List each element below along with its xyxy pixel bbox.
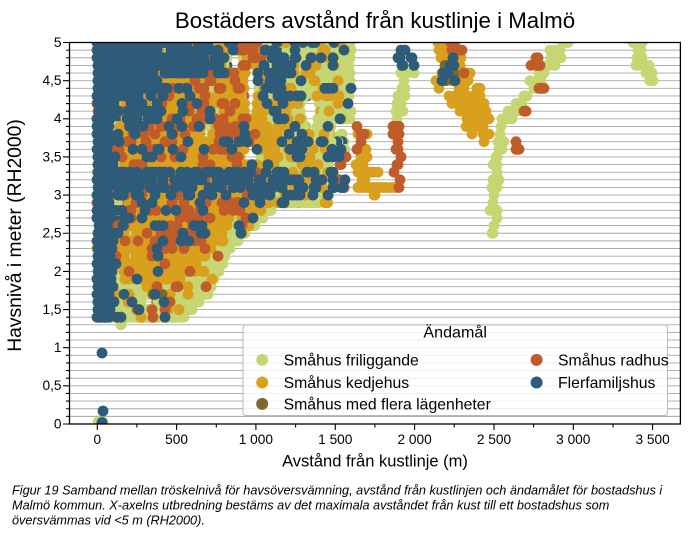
svg-text:500: 500 bbox=[165, 432, 188, 447]
svg-text:Småhus kedjehus: Småhus kedjehus bbox=[284, 374, 410, 392]
svg-text:2 000: 2 000 bbox=[397, 432, 432, 447]
svg-text:Malmö kommun. X-axelns utbredn: Malmö kommun. X-axelns utbredning bestäm… bbox=[12, 498, 609, 512]
svg-text:1: 1 bbox=[54, 340, 62, 355]
svg-text:3 000: 3 000 bbox=[556, 432, 591, 447]
svg-text:1 500: 1 500 bbox=[318, 432, 353, 447]
svg-text:5: 5 bbox=[54, 35, 62, 50]
svg-text:Bostäders avstånd från kustlin: Bostäders avstånd från kustlinje i Malmö bbox=[175, 8, 575, 33]
svg-text:3: 3 bbox=[54, 188, 62, 203]
svg-text:Ändamål: Ändamål bbox=[423, 323, 487, 341]
svg-text:2: 2 bbox=[54, 264, 62, 279]
svg-text:2,5: 2,5 bbox=[42, 226, 61, 241]
svg-text:0: 0 bbox=[93, 432, 101, 447]
svg-text:översvämmas vid <5 m (RH2000).: översvämmas vid <5 m (RH2000). bbox=[12, 513, 205, 527]
svg-text:4: 4 bbox=[54, 111, 62, 126]
svg-text:Småhus radhus: Småhus radhus bbox=[558, 352, 669, 370]
svg-text:2 500: 2 500 bbox=[477, 432, 512, 447]
svg-text:3,5: 3,5 bbox=[42, 149, 61, 164]
svg-text:Figur 19 Samband mellan tröske: Figur 19 Samband mellan tröskelnivå för … bbox=[12, 483, 663, 497]
svg-text:Avstånd från kustlinje (m): Avstånd från kustlinje (m) bbox=[282, 452, 468, 470]
svg-text:0: 0 bbox=[54, 416, 62, 431]
svg-text:1 000: 1 000 bbox=[239, 432, 274, 447]
svg-text:1,5: 1,5 bbox=[42, 302, 61, 317]
svg-text:4,5: 4,5 bbox=[42, 73, 61, 88]
svg-text:3 500: 3 500 bbox=[635, 432, 670, 447]
svg-text:Havsnivå i meter (RH2000): Havsnivå i meter (RH2000) bbox=[4, 119, 26, 352]
svg-text:0,5: 0,5 bbox=[42, 378, 61, 393]
svg-text:Småhus friliggande: Småhus friliggande bbox=[284, 352, 419, 370]
svg-text:Småhus med flera lägenheter: Småhus med flera lägenheter bbox=[284, 396, 491, 414]
svg-text:Flerfamiljshus: Flerfamiljshus bbox=[558, 375, 656, 392]
